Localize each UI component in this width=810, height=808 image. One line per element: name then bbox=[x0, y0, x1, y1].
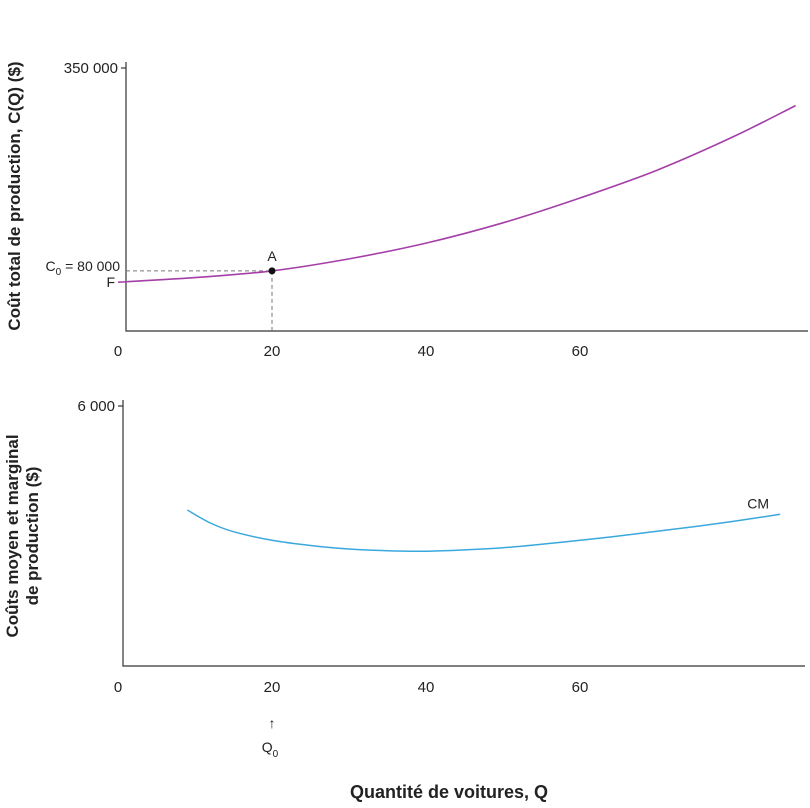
q0-arrow-icon: ↑ bbox=[269, 715, 276, 731]
c0-label-prefix: C bbox=[46, 258, 56, 274]
q0-label-prefix: Q bbox=[262, 739, 273, 755]
bottom-axes bbox=[122, 400, 805, 667]
top-x-tick-label-3: 60 bbox=[572, 343, 589, 360]
top-x-ticks: 0 20 40 60 bbox=[114, 343, 589, 360]
c0-label: C0 = 80 000 bbox=[46, 258, 121, 278]
point-a-marker bbox=[268, 267, 276, 275]
top-x-tick-label-2: 40 bbox=[418, 343, 435, 360]
bottom-panel: Coûts moyen et marginalde production ($)… bbox=[3, 398, 805, 802]
top-y-tick-label: 350 000 bbox=[64, 60, 118, 77]
bottom-y-tick-label: 6 000 bbox=[77, 398, 115, 415]
q0-label: Q0 bbox=[262, 739, 279, 760]
top-x-tick-label-0: 0 bbox=[114, 343, 122, 360]
top-panel: Coût total de production, C(Q) ($) 350 0… bbox=[5, 60, 808, 360]
top-x-tick-label-1: 20 bbox=[264, 343, 281, 360]
bottom-x-tick-label-0: 0 bbox=[114, 679, 122, 696]
bottom-x-tick-label-2: 40 bbox=[418, 679, 435, 696]
bottom-x-tick-label-1: 20 bbox=[264, 679, 281, 696]
bottom-y-axis-label-line1: Coûts moyen et marginal bbox=[3, 434, 22, 637]
bottom-x-ticks: 0 20 40 60 bbox=[114, 679, 589, 696]
point-a-label: A bbox=[267, 248, 277, 264]
cm-series-label: CM bbox=[747, 495, 769, 511]
top-y-axis-label: Coût total de production, C(Q) ($) bbox=[5, 61, 24, 330]
c0-label-sub: 0 bbox=[56, 267, 62, 278]
c0-label-suffix: = 80 000 bbox=[61, 258, 120, 274]
x-axis-label: Quantité de voitures, Q bbox=[350, 782, 548, 802]
top-axes bbox=[125, 62, 808, 332]
bottom-y-axis-label: Coûts moyen et marginalde production ($) bbox=[3, 434, 42, 637]
bottom-y-axis-label-line2: de production ($) bbox=[23, 467, 42, 606]
bottom-x-tick-label-3: 60 bbox=[572, 679, 589, 696]
q0-label-sub: 0 bbox=[273, 749, 279, 760]
f-label: F bbox=[106, 274, 115, 290]
average-cost-curve bbox=[186, 509, 781, 552]
total-cost-curve bbox=[117, 104, 796, 283]
